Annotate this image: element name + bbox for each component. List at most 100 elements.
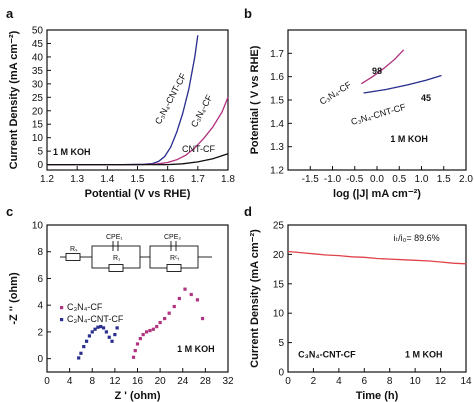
y-tick-label: 0: [37, 160, 43, 171]
x-tick-label: 6: [362, 376, 368, 387]
y-tick-label: 20: [273, 250, 285, 261]
legend-marker: [60, 306, 64, 310]
x-tick-label: 0: [285, 376, 291, 387]
series-fit-line: [361, 49, 405, 85]
data-point: [138, 336, 142, 341]
data-point: [189, 292, 193, 297]
resistor-rs: [65, 253, 81, 261]
plot-frame: [287, 29, 467, 171]
y-tick-label: 5: [37, 147, 43, 158]
electrolyte-label: 1 M KOH: [53, 147, 91, 157]
legend-label: C₃N₄-CNT-CF: [67, 314, 124, 324]
x-tick-label: 20: [155, 376, 167, 387]
y-axis-label: Potential ( V vs RHE): [249, 45, 261, 154]
x-tick-label: 16: [132, 376, 144, 387]
x-axis-label: Potential (V vs RHE): [85, 188, 191, 200]
x-tick-label: 1.3: [70, 174, 84, 185]
series-fit-line: [363, 75, 442, 94]
data-point: [115, 326, 119, 330]
x-tick-label: -0.5: [346, 174, 364, 185]
y-tick-label: 1.7: [270, 49, 284, 60]
y-tick-label: 1.6: [270, 72, 284, 83]
x-axis-label: Z ' (ohm): [115, 390, 161, 402]
data-point: [158, 320, 162, 325]
retention-label: iₜ/i₀= 89.6%: [394, 233, 440, 243]
x-tick-label: -1.0: [324, 174, 342, 185]
circuit-label: Rᶜₜ: [170, 255, 180, 262]
y-tick-label: 8: [37, 247, 43, 258]
data-point: [133, 349, 137, 353]
data-point: [177, 296, 181, 301]
series-label: CNT-CF: [182, 144, 215, 154]
y-tick-label: 0: [278, 368, 284, 379]
data-point: [87, 334, 92, 338]
circuit-label: CPE₂: [164, 234, 181, 241]
x-tick-label: 14: [460, 376, 472, 387]
series-line: [363, 74, 442, 94]
x-tick-label: 8: [387, 376, 393, 387]
x-tick-label: 1.6: [161, 174, 175, 185]
tafel-slope-label: 45: [421, 93, 431, 103]
data-point: [79, 351, 83, 355]
y-tick-label: 1.4: [270, 119, 284, 130]
panel-a: a 1.2 1.3 1.4 1.5 1.6 1.7 1.8 0 5 10 15 20 25 30 35 40 45…: [6, 6, 235, 200]
series-label: C₃N₄-CF: [189, 93, 215, 129]
x-tick-label: 1.2: [40, 174, 54, 185]
x-tick-label: 2.0: [459, 174, 473, 185]
y-tick-label: 45: [32, 39, 44, 50]
data-point: [141, 332, 145, 337]
data-point: [99, 324, 103, 329]
y-axis-label: Current Density (mA cm⁻²): [8, 30, 20, 169]
x-tick-label: 28: [200, 376, 212, 387]
x-tick-label: 10: [410, 376, 422, 387]
y-tick-label: 2: [37, 327, 43, 338]
circuit-label: Rₛ: [70, 246, 78, 253]
y-tick-label: 10: [32, 133, 44, 144]
y-tick-label: 25: [273, 221, 285, 232]
y-tick-label: 0: [37, 354, 43, 365]
y-tick-label: 1.3: [270, 142, 284, 153]
data-point: [200, 316, 205, 321]
data-point: [144, 330, 149, 334]
y-axis-label: Current Density (mA cm⁻²): [249, 229, 261, 368]
data-point: [84, 339, 89, 343]
resistor-r1: [108, 264, 124, 272]
electrolyte-label: 1 M KOH: [390, 134, 428, 144]
data-point: [172, 304, 176, 309]
y-tick-label: 15: [32, 120, 44, 131]
data-point: [135, 342, 140, 346]
data-point: [101, 326, 106, 330]
data-point: [104, 330, 108, 334]
data-point: [195, 298, 200, 302]
x-tick-label: 12: [435, 376, 447, 387]
panel-b: b -1.5 -1.0 -0.5 0.0 0.5 1.0 1.5 2.0 1.2 1.3 1.4 1.5…: [244, 6, 473, 200]
electrolyte-label: 1 M KOH: [177, 344, 215, 354]
x-tick-label: 1.7: [191, 174, 205, 185]
series-label: C₃N₄-CF: [318, 79, 354, 106]
x-tick-label: -1.5: [302, 174, 320, 185]
data-point: [131, 355, 136, 359]
data-point: [167, 311, 171, 315]
panel-d: d 0 2 4 6 8 10 12 14 0 5 10 15 20 25 Time (h) Current De…: [244, 204, 472, 402]
series-line: [361, 49, 405, 85]
panel-label: c: [6, 204, 13, 219]
data-point: [107, 335, 111, 339]
y-tick-label: 20: [32, 106, 44, 117]
x-tick-label: 0.5: [392, 174, 406, 185]
data-point: [183, 287, 187, 291]
y-tick-label: 35: [32, 66, 44, 77]
data-point: [82, 345, 86, 349]
legend-label: C₃N₄-CF: [67, 302, 103, 312]
plot-frame: [287, 224, 467, 373]
x-axis-label: log (|J| mA cm⁻²): [333, 188, 421, 200]
sample-label: C₃N₄-CNT-CF: [298, 349, 356, 359]
x-tick-label: 0.0: [370, 174, 384, 185]
data-point: [148, 328, 152, 333]
panel-label: b: [244, 6, 252, 21]
data-point: [90, 330, 94, 334]
series-label: C₃N₄-CNT-CF: [153, 71, 189, 126]
series-label: C₃N₄-CNT-CF: [350, 102, 407, 127]
x-tick-label: 4: [67, 376, 73, 387]
